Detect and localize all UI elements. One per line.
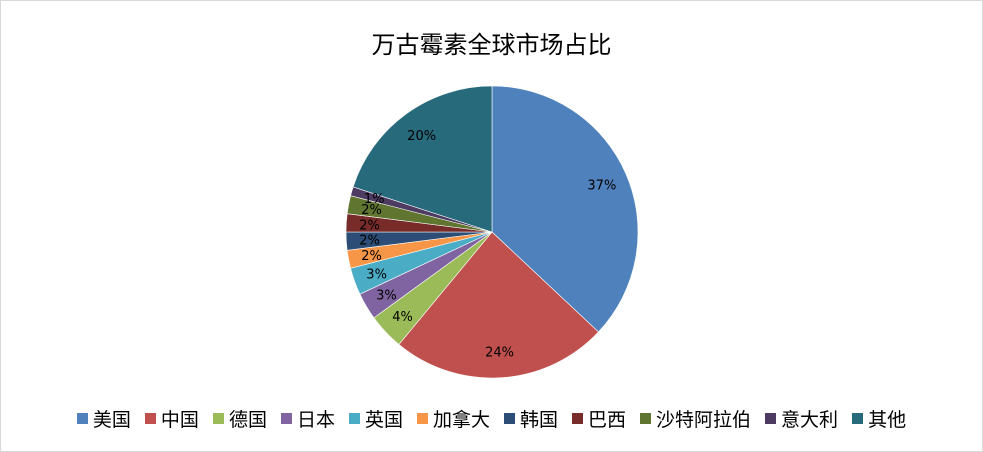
legend-swatch (76, 413, 88, 424)
data-label-2: 4% (392, 310, 413, 325)
pie-slice-10 (352, 85, 493, 233)
legend-label: 沙特阿拉伯 (656, 409, 752, 431)
data-label-9: 1% (364, 192, 385, 207)
legend-label: 巴西 (588, 409, 627, 431)
legend-swatch (280, 413, 292, 424)
legend-swatch (144, 413, 156, 424)
legend-label: 英国 (364, 409, 403, 431)
data-label-0: 37% (587, 178, 616, 193)
legend-label: 日本 (296, 409, 335, 431)
data-label-3: 3% (376, 288, 397, 303)
legend-swatch (504, 413, 515, 424)
legend-label: 意大利 (781, 409, 839, 431)
legend-item-9: 意大利 (765, 405, 838, 432)
pie-slice-1 (398, 231, 599, 379)
data-label-5: 2% (361, 249, 382, 264)
legend-item-2: 德国 (212, 405, 267, 432)
legend-swatch (765, 413, 777, 424)
legend-item-1: 中国 (144, 405, 199, 432)
data-label-6: 2% (359, 234, 380, 249)
legend-swatch (640, 413, 652, 424)
legend-label: 韩国 (520, 409, 559, 431)
legend-item-0: 美国 (76, 405, 131, 432)
chart-title: 万古霉素全球市场占比 (371, 31, 612, 59)
pie-slice-0 (491, 85, 639, 333)
data-label-7: 2% (359, 218, 380, 233)
legend-swatch (348, 413, 360, 424)
legend-label: 美国 (92, 409, 131, 431)
legend: 美国 中国 德国 日本 英国 加拿大 韩国 巴西 沙特阿拉伯 意大利 其他 (1, 405, 982, 432)
legend-swatch (212, 413, 224, 424)
legend-swatch (852, 413, 864, 424)
data-label-1: 24% (485, 345, 514, 360)
legend-item-6: 韩国 (504, 405, 558, 432)
legend-swatch (572, 413, 584, 424)
legend-label: 德国 (228, 409, 267, 431)
legend-item-5: 加拿大 (416, 405, 490, 432)
data-label-8: 2% (361, 203, 382, 218)
legend-item-7: 巴西 (572, 405, 626, 432)
legend-item-8: 沙特阿拉伯 (640, 405, 751, 432)
data-label-10: 20% (407, 129, 436, 144)
legend-swatch (416, 413, 428, 424)
legend-label: 其他 (868, 409, 907, 431)
legend-label: 中国 (160, 409, 199, 431)
legend-label: 加拿大 (432, 409, 490, 431)
legend-item-4: 英国 (348, 405, 403, 432)
legend-item-10: 其他 (852, 405, 906, 432)
data-label-4: 3% (366, 268, 387, 283)
legend-item-3: 日本 (280, 405, 335, 432)
